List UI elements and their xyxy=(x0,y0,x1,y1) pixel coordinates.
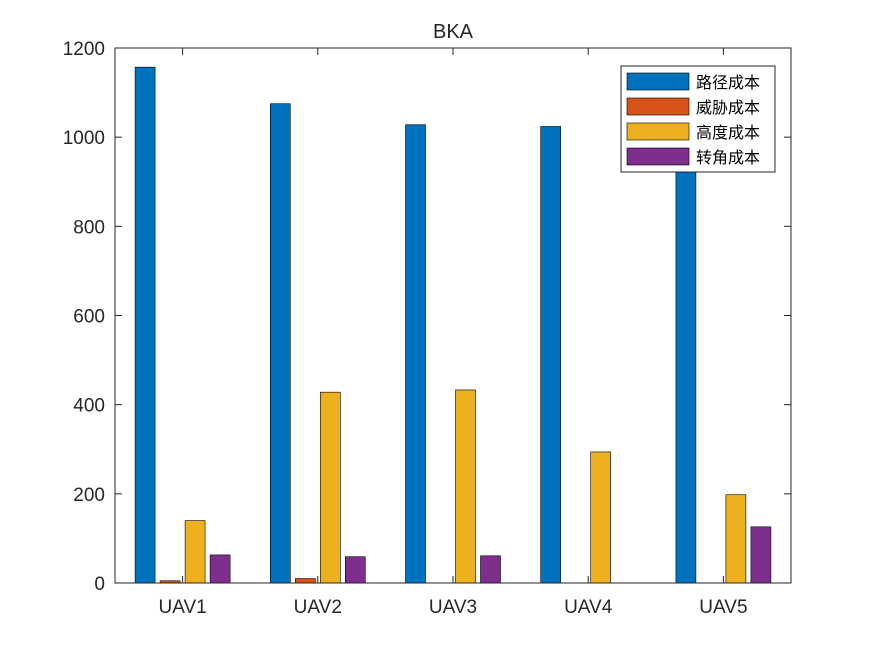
legend-swatch-3 xyxy=(626,122,690,141)
bar-uav2-series-3 xyxy=(319,391,341,584)
y-tick-label: 800 xyxy=(73,217,105,238)
y-tick-label: 1200 xyxy=(63,39,105,60)
legend-label-2: 威胁成本 xyxy=(696,98,760,117)
legend-label-4: 转角成本 xyxy=(696,148,760,167)
bar-uav5-series-3 xyxy=(725,494,747,584)
bar-uav3-series-3 xyxy=(455,389,476,584)
legend-swatch-4 xyxy=(626,147,690,166)
bar-uav3-series-4 xyxy=(480,555,501,584)
bar-uav2-series-1 xyxy=(269,103,291,584)
bar-uav1-series-1 xyxy=(134,66,156,584)
y-tick-label: 200 xyxy=(73,485,105,506)
bar-uav3-series-1 xyxy=(405,124,426,584)
legend-label-3: 高度成本 xyxy=(696,123,760,142)
bar-uav4-series-1 xyxy=(540,126,562,584)
y-tick-label: 400 xyxy=(73,396,105,417)
legend-label-1: 路径成本 xyxy=(696,73,760,92)
bar-uav4-series-3 xyxy=(590,451,612,584)
bar-uav1-series-3 xyxy=(184,520,206,584)
bar-uav2-series-4 xyxy=(344,556,366,584)
bar-uav5-series-1 xyxy=(675,132,697,584)
x-tick-label: UAV4 xyxy=(564,597,613,618)
legend-swatch-2 xyxy=(626,97,690,116)
x-tick-label: UAV3 xyxy=(429,597,477,618)
x-tick-label: UAV2 xyxy=(294,597,342,618)
y-tick-label: 1000 xyxy=(63,128,105,149)
bar-uav5-series-4 xyxy=(750,526,772,584)
x-tick-label: UAV5 xyxy=(699,597,747,618)
y-tick-label: 600 xyxy=(73,307,105,328)
legend-swatch-1 xyxy=(626,72,690,91)
bar-uav2-series-2 xyxy=(294,578,316,584)
chart-title: BKA xyxy=(433,21,474,43)
axes: 0 200 400 600 800 1000 1200 UAV1 UAV2 UAV3 UAV4 UAV… xyxy=(63,39,792,618)
x-tick-label: UAV1 xyxy=(158,597,206,618)
y-tick-label: 0 xyxy=(94,574,105,595)
bar-uav1-series-4 xyxy=(209,554,231,584)
